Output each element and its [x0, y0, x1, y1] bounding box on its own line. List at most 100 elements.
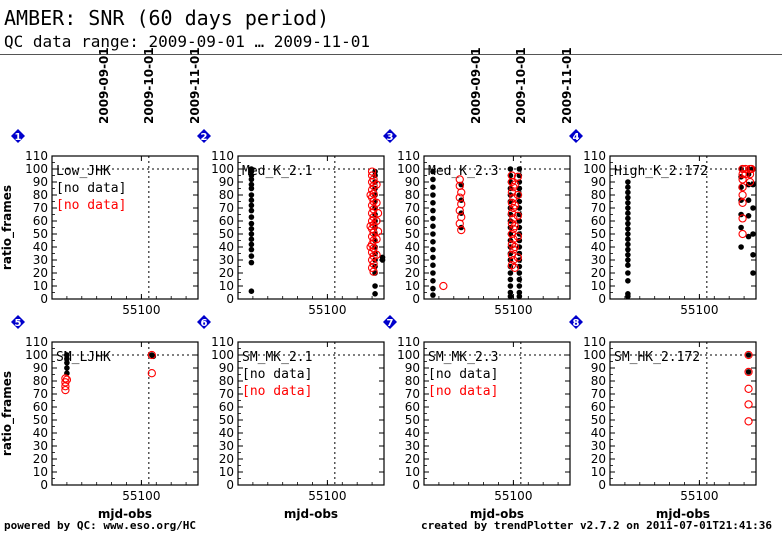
data-point-red [367, 171, 377, 180]
x-axis-label: mjd-obs [98, 507, 152, 521]
y-tick-label: 90 [405, 361, 420, 375]
panel-badge-number: 4 [573, 132, 580, 143]
y-tick-label: 30 [33, 253, 48, 267]
data-point-black [248, 185, 255, 192]
data-point-black [750, 205, 756, 211]
y-tick-label: 100 [397, 348, 420, 362]
y-tick-label: 10 [591, 465, 606, 479]
data-point-black [625, 189, 631, 196]
y-tick-label: 110 [397, 149, 420, 163]
y-tick-label: 70 [591, 387, 606, 401]
data-point-red [372, 216, 381, 226]
y-tick-label: 80 [33, 188, 48, 202]
panel-badge-icon [569, 315, 583, 329]
data-point-black [248, 202, 255, 209]
data-point-black [248, 226, 255, 232]
data-point-black [516, 276, 523, 283]
data-point-red [509, 255, 518, 265]
data-point-black [625, 236, 631, 242]
data-point-red [147, 350, 156, 360]
data-point-black [625, 278, 631, 284]
y-tick-label: 90 [219, 175, 234, 189]
x-tick-label: 55100 [494, 489, 532, 503]
data-point-black [430, 292, 436, 298]
y-tick-label: 70 [591, 201, 606, 215]
y-tick-label: 110 [211, 335, 234, 349]
date-tick-label: 2009-09-01 [97, 47, 111, 124]
data-point-black [625, 241, 631, 248]
panel-badge-icon [569, 129, 583, 143]
data-point-black [625, 293, 631, 300]
data-point-red [367, 255, 377, 265]
data-point-red [367, 216, 377, 226]
data-point-black [372, 168, 378, 175]
y-tick-label: 0 [598, 292, 606, 306]
y-tick-label: 70 [405, 387, 420, 401]
y-tick-label: 110 [25, 335, 48, 349]
data-point-black [430, 223, 436, 229]
data-point-red [366, 242, 375, 252]
no-data-label: [no data] [428, 367, 498, 382]
data-point-black [516, 270, 523, 276]
data-point-black [625, 252, 631, 258]
y-tick-label: 40 [33, 240, 48, 254]
y-tick-label: 0 [412, 478, 420, 492]
data-point-red [369, 228, 378, 237]
date-tick-label: 2009-11-01 [560, 47, 574, 124]
data-point-red [372, 235, 381, 244]
y-tick-label: 90 [33, 361, 48, 375]
y-tick-label: 100 [211, 348, 234, 362]
data-point-black [625, 215, 631, 222]
data-point-red [510, 201, 520, 210]
data-point-red [747, 164, 756, 174]
data-point-black [248, 236, 255, 242]
data-point-red [744, 350, 753, 360]
y-tick-label: 110 [397, 335, 420, 349]
y-tick-label: 30 [405, 439, 420, 453]
y-tick-label: 0 [226, 292, 234, 306]
y-tick-label: 110 [25, 149, 48, 163]
y-tick-label: 30 [591, 253, 606, 267]
data-point-black [248, 259, 255, 266]
y-tick-label: 70 [33, 387, 48, 401]
data-point-red [373, 209, 383, 218]
y-tick-label: 20 [405, 452, 420, 466]
data-point-black [516, 289, 523, 296]
data-point-red [738, 214, 747, 223]
data-point-black [248, 288, 255, 295]
panel-5: 5010203040506070809010011055100SM_LJHKra… [0, 315, 199, 521]
y-tick-label: 90 [219, 361, 234, 375]
data-point-black [430, 239, 436, 245]
y-tick-label: 10 [591, 279, 606, 293]
panel-title: High_K_2.172 [614, 164, 708, 179]
data-point-black [625, 231, 631, 237]
data-point-red [738, 190, 747, 200]
y-tick-label: 10 [219, 279, 234, 293]
data-point-red [509, 193, 518, 202]
data-point-red [738, 183, 747, 192]
panel-badge-icon [11, 315, 25, 329]
data-point-black [430, 262, 436, 269]
data-point-black [430, 231, 436, 237]
data-point-red [738, 229, 747, 239]
data-point-black [64, 356, 70, 362]
data-point-black [248, 241, 255, 248]
page-subtitle: QC data range: 2009-09-01 … 2009-11-01 [4, 32, 371, 51]
y-axis-label: ratio_frames [0, 371, 15, 456]
data-point-red [509, 235, 518, 244]
data-point-black [745, 352, 752, 358]
y-tick-label: 10 [405, 279, 420, 293]
data-point-black [507, 293, 514, 300]
data-point-black [625, 210, 631, 216]
data-point-red [62, 375, 72, 384]
data-point-red [367, 201, 377, 210]
data-point-red [61, 385, 70, 395]
footer-credit: powered by QC: www.eso.org/HC [4, 519, 197, 532]
panel-badge-icon [11, 129, 25, 143]
title-divider [0, 54, 782, 55]
data-point-red [738, 198, 747, 207]
y-tick-label: 80 [219, 188, 234, 202]
y-tick-label: 0 [40, 292, 48, 306]
data-point-black [516, 166, 523, 172]
panel-4: 4010203040506070809010011055100High_K_2.… [569, 129, 757, 317]
